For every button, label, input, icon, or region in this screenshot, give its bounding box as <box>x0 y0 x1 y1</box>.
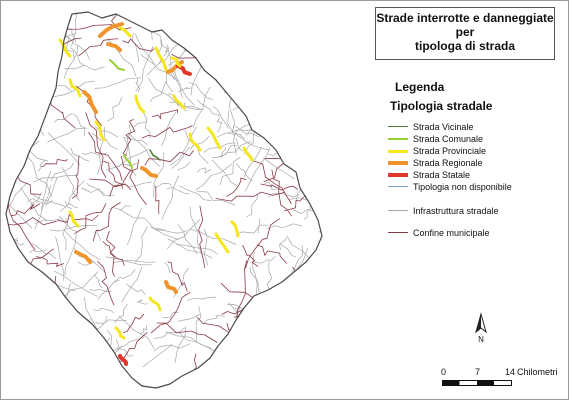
damaged-road-segment <box>109 59 125 71</box>
legend-swatch-strada-provinciale <box>388 149 408 153</box>
damaged-road-segment <box>74 250 92 264</box>
legend-label-infrastruttura-stradale: Infrastruttura stradale <box>413 206 499 216</box>
region-fill <box>6 12 322 388</box>
damaged-road-segment <box>172 94 186 110</box>
damaged-road-segment <box>214 232 230 254</box>
damaged-road-segment <box>140 166 158 178</box>
damaged-road-segment <box>166 60 184 74</box>
north-arrow-icon: N <box>475 312 487 344</box>
damaged-road-segment <box>170 56 182 68</box>
legend-swatch-strada-statale <box>388 173 408 177</box>
damaged-roads-layer <box>58 22 254 366</box>
map-title-line-2: per <box>455 25 475 39</box>
legend-swatch-infrastruttura-stradale <box>388 210 408 212</box>
damaged-road-segment <box>68 210 80 228</box>
legend-swatch-strada-vicinale <box>388 126 408 128</box>
legend-label-strada-vicinale: Strada Vicinale <box>413 122 474 132</box>
damaged-road-segment <box>134 94 146 114</box>
region-border <box>5 11 323 389</box>
damaged-road-segment <box>118 354 128 366</box>
damaged-road-segment <box>123 155 133 169</box>
legend-label-strada-provinciale: Strada Provinciale <box>413 146 487 156</box>
map-title-box: Strade interrotte e danneggiate per tipo… <box>375 7 555 60</box>
damaged-road-segment <box>94 120 106 142</box>
legend-label-confine-municipale: Confine municipale <box>413 228 490 238</box>
legend-subheading: Tipologia stradale <box>390 99 493 113</box>
damaged-road-segment <box>149 149 161 161</box>
legend-label-strada-comunale: Strada Comunale <box>413 134 484 144</box>
region-outline <box>5 11 323 389</box>
damaged-road-segment <box>82 90 98 114</box>
damaged-road-segment <box>206 126 222 150</box>
scale-tick-0: 0 <box>441 367 447 377</box>
map-title-line-1: Strade interrotte e danneggiate <box>376 11 554 25</box>
legend-swatch-tipologia-non-disponibile <box>388 186 408 188</box>
damaged-road-segment <box>164 280 178 294</box>
legend-swatch-confine-municipale <box>388 232 408 234</box>
damaged-road-segment <box>242 146 254 162</box>
damaged-road-segment <box>106 42 122 52</box>
damaged-road-segment <box>114 326 126 340</box>
north-arrow-label: N <box>478 335 484 344</box>
damaged-road-segment <box>68 78 82 98</box>
scale-unit: Chilometri <box>517 367 558 377</box>
legend-swatch-strada-regionale <box>388 161 408 165</box>
region-layer <box>6 12 322 388</box>
legend-heading: Legenda <box>395 80 445 94</box>
map-title-line-3: tipologa di strada <box>414 39 515 53</box>
scale-bar: 0 7 14 Chilometri <box>432 367 562 392</box>
scale-tick-14: 14 <box>505 367 516 377</box>
legend-swatch-strada-comunale <box>388 138 408 140</box>
legend-label-strada-statale: Strada Statale <box>413 170 471 180</box>
damaged-road-segment <box>98 22 124 38</box>
scale-bar-graphic <box>442 380 512 386</box>
damaged-road-segment <box>154 46 168 72</box>
damaged-road-segment <box>118 26 132 38</box>
legend-label-tipologia-non-disponibile: Tipologia non disponibile <box>413 182 512 192</box>
damaged-road-segment <box>230 220 240 238</box>
north-arrow: N <box>471 312 491 344</box>
scale-tick-7: 7 <box>475 367 481 377</box>
damaged-road-segment <box>148 296 162 312</box>
legend-label-strada-regionale: Strada Regionale <box>413 158 483 168</box>
damaged-road-segment <box>188 132 202 152</box>
damaged-road-segment <box>58 38 72 58</box>
